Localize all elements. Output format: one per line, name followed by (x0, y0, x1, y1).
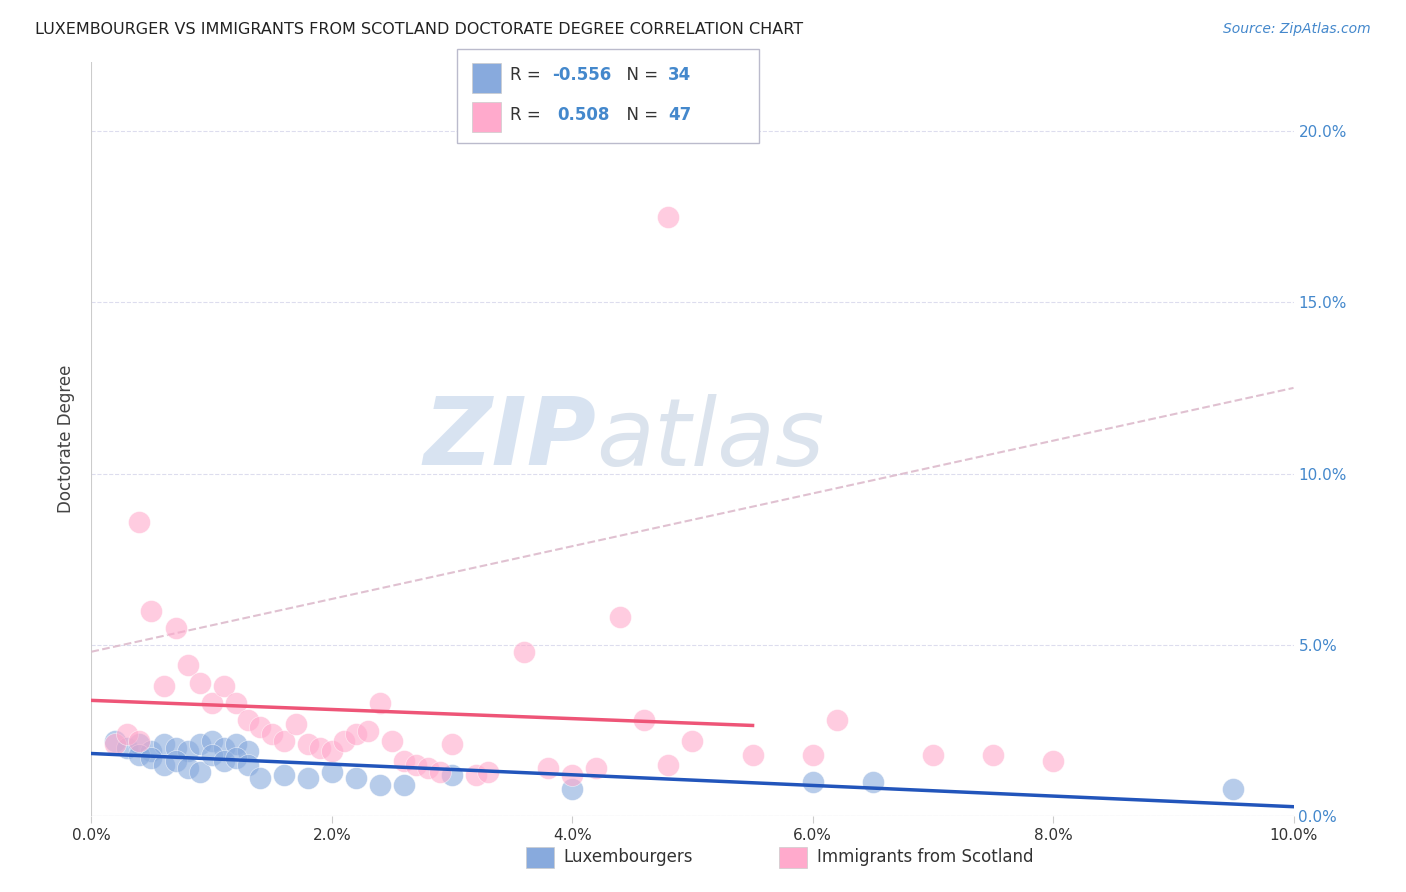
Point (128, 733, 150, 747)
Point (368, 778, 391, 792)
Point (416, 761, 439, 775)
Point (922, 747, 945, 762)
Point (117, 727, 139, 741)
Text: 47: 47 (668, 106, 692, 124)
Point (236, 713, 259, 727)
Text: Source: ZipAtlas.com: Source: ZipAtlas.com (1223, 22, 1371, 37)
Point (165, 740, 187, 755)
Point (368, 696, 391, 710)
Text: ZIP: ZIP (423, 393, 596, 485)
Point (633, 713, 655, 727)
Point (392, 755, 415, 769)
Point (321, 744, 343, 758)
Point (862, 775, 884, 789)
Point (537, 761, 560, 775)
Text: N =: N = (616, 66, 664, 84)
Point (344, 772, 367, 786)
Point (236, 744, 259, 758)
Point (465, 768, 488, 782)
Point (609, 610, 631, 624)
Point (152, 757, 174, 772)
Point (201, 747, 224, 762)
Text: -0.556: -0.556 (553, 66, 612, 84)
Point (188, 764, 211, 779)
Point (141, 604, 163, 618)
Text: R =: R = (510, 66, 547, 84)
Point (273, 768, 295, 782)
Point (297, 772, 319, 786)
Point (585, 761, 607, 775)
Point (225, 737, 247, 751)
Point (741, 747, 763, 762)
Point (429, 764, 451, 779)
Y-axis label: Doctorate Degree: Doctorate Degree (58, 365, 76, 514)
Point (825, 713, 848, 727)
Text: Luxembourgers: Luxembourgers (564, 848, 693, 866)
Point (128, 747, 150, 762)
Point (225, 696, 247, 710)
Point (297, 737, 319, 751)
Point (981, 747, 1004, 762)
Point (561, 781, 583, 796)
Text: Immigrants from Scotland: Immigrants from Scotland (817, 848, 1033, 866)
Point (212, 755, 235, 769)
Point (381, 733, 404, 747)
Text: R =: R = (510, 106, 551, 124)
Point (657, 210, 679, 224)
Point (392, 778, 415, 792)
Point (333, 733, 356, 747)
Text: 34: 34 (668, 66, 692, 84)
Point (141, 751, 163, 765)
Point (104, 737, 127, 751)
Point (165, 755, 187, 769)
Point (188, 675, 211, 690)
Point (801, 775, 824, 789)
Point (152, 679, 174, 693)
Text: N =: N = (616, 106, 664, 124)
Point (249, 720, 271, 734)
Point (801, 747, 824, 762)
Point (117, 740, 139, 755)
Point (440, 768, 463, 782)
Point (344, 727, 367, 741)
Text: 0.508: 0.508 (557, 106, 609, 124)
Point (176, 761, 198, 775)
Text: LUXEMBOURGER VS IMMIGRANTS FROM SCOTLAND DOCTORATE DEGREE CORRELATION CHART: LUXEMBOURGER VS IMMIGRANTS FROM SCOTLAND… (35, 22, 803, 37)
Point (440, 737, 463, 751)
Text: atlas: atlas (596, 393, 824, 485)
Point (308, 740, 330, 755)
Point (212, 679, 235, 693)
Point (477, 764, 499, 779)
Point (284, 716, 307, 731)
Point (152, 737, 174, 751)
Point (260, 727, 283, 741)
Point (201, 733, 224, 747)
Point (165, 621, 187, 635)
Point (405, 757, 427, 772)
Point (513, 645, 536, 659)
Point (128, 515, 150, 529)
Point (1042, 755, 1064, 769)
Point (176, 744, 198, 758)
Point (657, 757, 679, 772)
Point (357, 723, 380, 738)
Point (141, 744, 163, 758)
Point (104, 733, 127, 747)
Point (1222, 781, 1244, 796)
Point (225, 751, 247, 765)
Point (201, 696, 224, 710)
Point (236, 757, 259, 772)
Point (561, 768, 583, 782)
Point (128, 737, 150, 751)
Point (273, 733, 295, 747)
Point (212, 740, 235, 755)
Point (321, 764, 343, 779)
Point (176, 658, 198, 673)
Point (249, 772, 271, 786)
Point (188, 737, 211, 751)
Point (681, 733, 703, 747)
